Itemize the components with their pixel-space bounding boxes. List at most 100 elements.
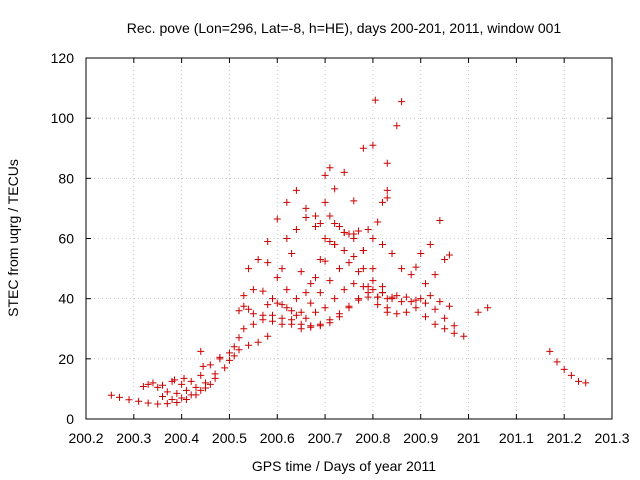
data-point-plus: [355, 295, 363, 303]
data-point-plus: [378, 198, 386, 206]
data-point-plus: [197, 347, 205, 355]
data-point-plus: [178, 380, 186, 388]
data-point-plus: [436, 216, 444, 224]
data-point-plus: [321, 171, 329, 179]
x-axis-label: GPS time / Days of year 2011: [252, 458, 436, 474]
x-tick-label: 201.2: [547, 430, 582, 446]
data-point-plus: [268, 295, 276, 303]
data-point-plus: [316, 256, 324, 264]
data-point-plus: [546, 347, 554, 355]
data-point-plus: [321, 304, 329, 312]
data-point-plus: [302, 204, 310, 212]
data-point-plus: [417, 250, 425, 258]
data-point-plus: [245, 341, 253, 349]
data-point-plus: [312, 212, 320, 220]
x-tick-label: 200.7: [308, 430, 343, 446]
data-point-plus: [216, 353, 224, 361]
data-point-plus: [192, 383, 200, 391]
data-point-plus: [202, 379, 210, 387]
data-point-plus: [331, 241, 339, 249]
data-point-plus: [326, 212, 334, 220]
x-tick-label: 201.1: [499, 430, 534, 446]
data-point-plus: [144, 380, 152, 388]
data-point-plus: [426, 292, 434, 300]
data-point-plus: [264, 301, 272, 309]
data-point-plus: [335, 222, 343, 230]
data-point-plus: [316, 219, 324, 227]
y-tick-label: 60: [58, 231, 74, 247]
x-tick-label: 200.5: [212, 430, 247, 446]
y-axis-ticks: 0 20 40 60 80 100 120: [51, 50, 612, 427]
data-point-plus: [221, 364, 229, 372]
data-point-plus: [125, 396, 133, 404]
data-point-plus: [402, 308, 410, 316]
data-point-plus: [417, 295, 425, 303]
data-point-plus: [292, 311, 300, 319]
y-tick-label: 0: [66, 411, 74, 427]
data-point-plus: [355, 268, 363, 276]
data-point-plus: [422, 313, 430, 321]
data-point-plus: [283, 235, 291, 242]
data-point-plus: [312, 222, 320, 230]
y-axis-label: STEC from uqrg / TECUs: [5, 159, 21, 317]
data-point-plus: [326, 238, 334, 246]
data-point-plus: [431, 320, 439, 328]
data-point-plus: [331, 185, 339, 193]
data-point-plus: [355, 227, 363, 235]
data-point-plus: [199, 362, 207, 370]
y-tick-label: 40: [58, 291, 74, 307]
data-point-plus: [326, 277, 334, 285]
data-point-plus: [312, 274, 320, 282]
data-point-plus: [182, 395, 190, 403]
x-tick-label: 200.3: [116, 430, 151, 446]
data-point-plus: [369, 141, 377, 149]
data-point-plus: [254, 256, 262, 264]
x-tick-label: 201.3: [594, 430, 629, 446]
data-point-plus: [402, 293, 410, 301]
data-point-plus: [378, 283, 386, 291]
data-point-plus: [249, 320, 257, 328]
data-point-plus: [187, 391, 195, 399]
data-point-plus: [235, 346, 243, 354]
data-point-plus: [144, 399, 152, 407]
data-point-plus: [278, 320, 286, 328]
data-point-plus: [235, 334, 243, 342]
data-point-plus: [383, 194, 391, 202]
data-point-plus: [383, 308, 391, 316]
data-point-plus: [393, 122, 401, 130]
data-point-plus: [350, 280, 358, 288]
data-point-plus: [393, 292, 401, 300]
data-point-plus: [422, 299, 430, 307]
data-point-plus: [398, 98, 406, 106]
data-point-plus: [426, 241, 434, 249]
data-point-plus: [316, 322, 324, 330]
data-point-plus: [297, 268, 305, 276]
data-point-plus: [369, 277, 377, 285]
data-point-plus: [278, 301, 286, 309]
data-point-plus: [369, 286, 377, 294]
data-point-plus: [371, 96, 379, 104]
data-point-plus: [168, 395, 176, 403]
data-point-plus: [364, 225, 372, 233]
data-points: [107, 96, 590, 408]
data-point-plus: [235, 307, 243, 315]
data-point-plus: [378, 241, 386, 249]
data-point-plus: [259, 316, 267, 324]
data-point-plus: [245, 305, 253, 313]
data-point-plus: [230, 343, 238, 351]
data-point-plus: [307, 299, 315, 307]
data-point-plus: [460, 332, 468, 340]
data-point-plus: [302, 314, 310, 322]
data-point-plus: [335, 265, 343, 273]
data-point-plus: [369, 235, 377, 242]
data-point-plus: [240, 325, 248, 333]
data-point-plus: [407, 271, 415, 279]
data-point-plus: [412, 263, 420, 271]
data-point-plus: [436, 298, 444, 306]
x-axis-ticks: 200.2 200.3 200.4 200.5 200.6 200.7 200.8 200.9…: [68, 58, 630, 446]
data-point-plus: [374, 293, 382, 301]
data-point-plus: [321, 198, 329, 206]
data-point-plus: [245, 265, 253, 273]
data-point-plus: [359, 265, 367, 273]
